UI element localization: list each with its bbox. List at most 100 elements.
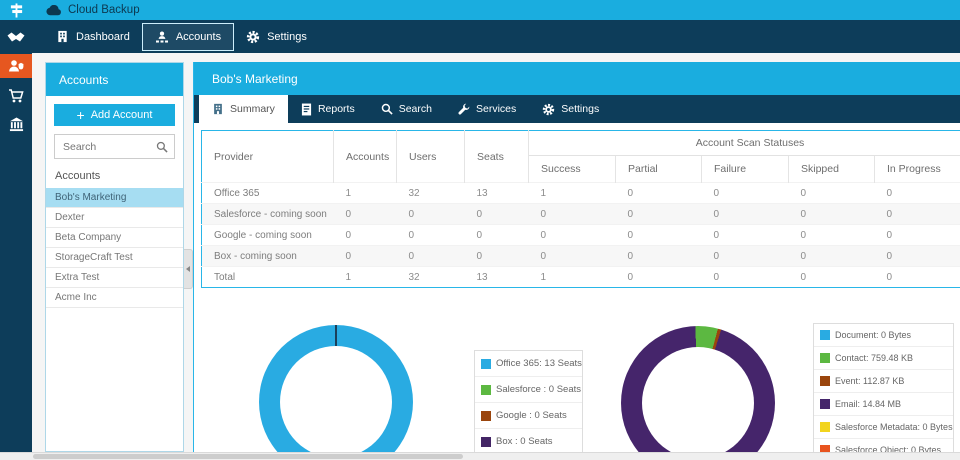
col-header-partial: Partial xyxy=(615,155,702,183)
sidebar-item-store[interactable] xyxy=(0,84,32,107)
plus-icon: + xyxy=(76,107,85,123)
cell-seats: 0 xyxy=(464,224,529,246)
collapse-panel-handle[interactable] xyxy=(184,249,193,289)
cell-seats: 13 xyxy=(464,266,529,288)
app-header: Cloud Backup xyxy=(32,0,960,20)
nav-tab-settings[interactable]: Settings xyxy=(234,24,319,50)
tab-label: Search xyxy=(398,103,432,115)
sidebar-item-cloud-backup[interactable] xyxy=(0,54,32,78)
cell-skipped: 0 xyxy=(788,266,875,288)
table-row: Google - coming soon 0 0 0 0 0 0 0 0 xyxy=(201,224,960,246)
accounts-panel-title: Accounts xyxy=(46,63,183,96)
legend-color-swatch xyxy=(481,384,491,395)
tab-label: Services xyxy=(475,103,517,115)
report-icon xyxy=(301,103,312,116)
cell-in-progress: 0 xyxy=(874,266,960,288)
cell-skipped: 0 xyxy=(788,224,875,246)
add-account-button[interactable]: + Add Account xyxy=(54,104,175,126)
sidebar-item-directions[interactable] xyxy=(0,0,32,20)
gear-icon xyxy=(246,30,260,44)
legend-item: Box : 0 Seats xyxy=(475,429,582,452)
tab-search[interactable]: Search xyxy=(368,95,445,123)
cell-failure: 0 xyxy=(701,224,789,246)
tab-label: Reports xyxy=(317,103,355,115)
account-list-item[interactable]: StorageCraft Test xyxy=(46,248,183,268)
sidebar xyxy=(0,0,32,460)
scrollbar-thumb[interactable] xyxy=(33,454,463,459)
legend-label: Office 365: 13 Seats xyxy=(496,358,582,369)
account-name: Acme Inc xyxy=(55,292,97,303)
legend-color-swatch xyxy=(820,353,830,363)
cell-partial: 0 xyxy=(615,182,702,204)
legend-color-swatch xyxy=(820,376,830,386)
cell-partial: 0 xyxy=(615,224,702,246)
account-search-input[interactable] xyxy=(61,139,152,154)
account-detail-panel: Bob's Marketing Summary Reports Search S… xyxy=(193,62,960,452)
tab-services[interactable]: Services xyxy=(445,95,529,123)
cell-success: 0 xyxy=(528,245,616,267)
legend-color-swatch xyxy=(820,445,830,452)
provider-summary-table: Provider Accounts Users Seats Account Sc… xyxy=(201,130,960,288)
account-detail-tabs: Summary Reports Search Services Settings xyxy=(194,95,960,123)
horizontal-scrollbar[interactable] xyxy=(0,452,960,460)
nav-tab-label: Settings xyxy=(267,30,307,43)
account-list: Bob's Marketing Dexter Beta Company Stor… xyxy=(46,188,183,308)
nav-tab-label: Dashboard xyxy=(76,30,130,43)
donut-hole xyxy=(280,346,392,452)
cell-in-progress: 0 xyxy=(874,203,960,225)
account-list-item[interactable]: Bob's Marketing xyxy=(46,188,183,208)
col-header-provider: Provider xyxy=(201,130,334,183)
cell-provider: Office 365 xyxy=(201,182,334,204)
cell-provider: Total xyxy=(201,266,334,288)
bank-icon xyxy=(9,117,24,132)
account-list-item[interactable]: Beta Company xyxy=(46,228,183,248)
legend-label: Email: 14.84 MB xyxy=(835,399,902,409)
sidebar-item-organization[interactable] xyxy=(0,113,32,136)
tab-summary[interactable]: Summary xyxy=(199,95,288,123)
account-list-item[interactable]: Extra Test xyxy=(46,268,183,288)
user-shield-icon xyxy=(8,58,24,74)
account-list-item[interactable]: Acme Inc xyxy=(46,288,183,308)
legend-item: Email: 14.84 MB xyxy=(814,393,953,416)
tab-reports[interactable]: Reports xyxy=(288,95,368,123)
cell-partial: 0 xyxy=(615,203,702,225)
tab-label: Summary xyxy=(230,103,275,115)
legend-item: Salesforce Metadata: 0 Bytes xyxy=(814,416,953,439)
nav-tab-accounts[interactable]: Accounts xyxy=(141,22,235,51)
account-detail-title: Bob's Marketing xyxy=(194,62,960,95)
legend-item: Office 365: 13 Seats xyxy=(475,351,582,377)
legend-item: Salesforce Object: 0 Bytes xyxy=(814,439,953,452)
legend-item: Event: 112.87 KB xyxy=(814,370,953,393)
cart-icon xyxy=(8,88,24,104)
legend-color-swatch xyxy=(481,410,491,421)
account-name: Dexter xyxy=(55,212,85,223)
cell-failure: 0 xyxy=(701,203,789,225)
cell-skipped: 0 xyxy=(788,245,875,267)
tab-settings[interactable]: Settings xyxy=(529,95,612,123)
account-name: Bob's Marketing xyxy=(55,192,127,203)
cell-provider: Google - coming soon xyxy=(201,224,334,246)
cloud-icon xyxy=(46,4,61,16)
account-list-item[interactable]: Dexter xyxy=(46,208,183,228)
legend-color-swatch xyxy=(820,330,830,340)
cell-seats: 13 xyxy=(464,182,529,204)
storage-legend: Document: 0 Bytes Contact: 759.48 KB Eve… xyxy=(813,323,954,452)
cell-accounts: 0 xyxy=(333,203,397,225)
legend-color-swatch xyxy=(481,436,491,447)
nav-tab-dashboard[interactable]: Dashboard xyxy=(44,24,142,50)
handshake-icon xyxy=(7,32,25,44)
legend-label: Contact: 759.48 KB xyxy=(835,353,914,363)
legend-item: Document: 0 Bytes xyxy=(814,324,953,347)
people-icon xyxy=(155,30,169,43)
donut-slice-divider xyxy=(335,325,337,347)
add-account-label: Add Account xyxy=(90,109,153,121)
account-search xyxy=(54,134,175,159)
legend-label: Salesforce Metadata: 0 Bytes xyxy=(835,422,953,432)
account-name: StorageCraft Test xyxy=(55,252,133,263)
search-icon xyxy=(381,103,393,115)
signpost-icon xyxy=(9,2,24,18)
legend-item: Salesforce : 0 Seats xyxy=(475,377,582,403)
cell-accounts: 0 xyxy=(333,245,397,267)
cell-in-progress: 0 xyxy=(874,224,960,246)
sidebar-item-partners[interactable] xyxy=(0,26,32,49)
